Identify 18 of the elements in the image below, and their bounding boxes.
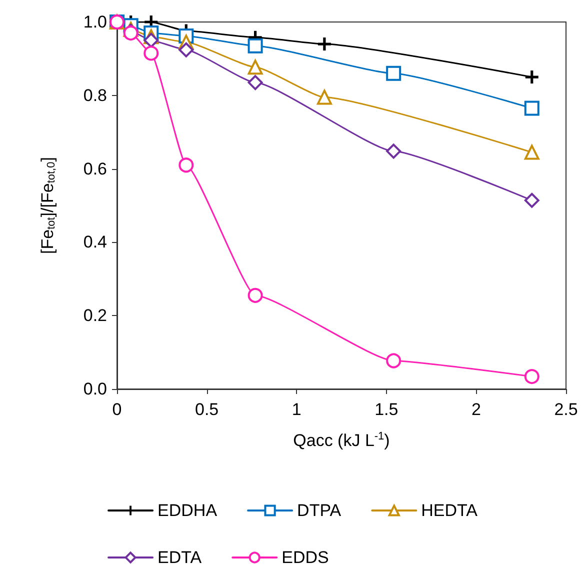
legend-label: HEDTA: [421, 501, 478, 520]
x-tick-label: 1.5: [374, 400, 398, 419]
y-tick-label: 0.4: [83, 232, 107, 252]
y-tick-label: 1.0: [83, 12, 107, 32]
y-tick-label: 0.6: [83, 159, 107, 178]
y-axis-title: [Fetot]/[Fetot,0]: [38, 157, 58, 254]
legend-label: EDTA: [158, 548, 202, 567]
x-tick-label: 2.5: [554, 400, 578, 419]
legend-label: DTPA: [297, 501, 342, 520]
y-tick-label: 0.8: [83, 86, 107, 105]
x-tick-label: 1: [292, 400, 302, 419]
y-tick-label: 0.0: [83, 380, 107, 398]
legend-label: EDDS: [282, 548, 329, 567]
legend-label: EDDHA: [158, 501, 218, 520]
y-tick-label: 0.2: [83, 306, 107, 326]
x-tick-label: 0: [112, 400, 122, 419]
x-tick-label: 2: [471, 400, 481, 419]
x-tick-label: 0.5: [194, 400, 219, 419]
